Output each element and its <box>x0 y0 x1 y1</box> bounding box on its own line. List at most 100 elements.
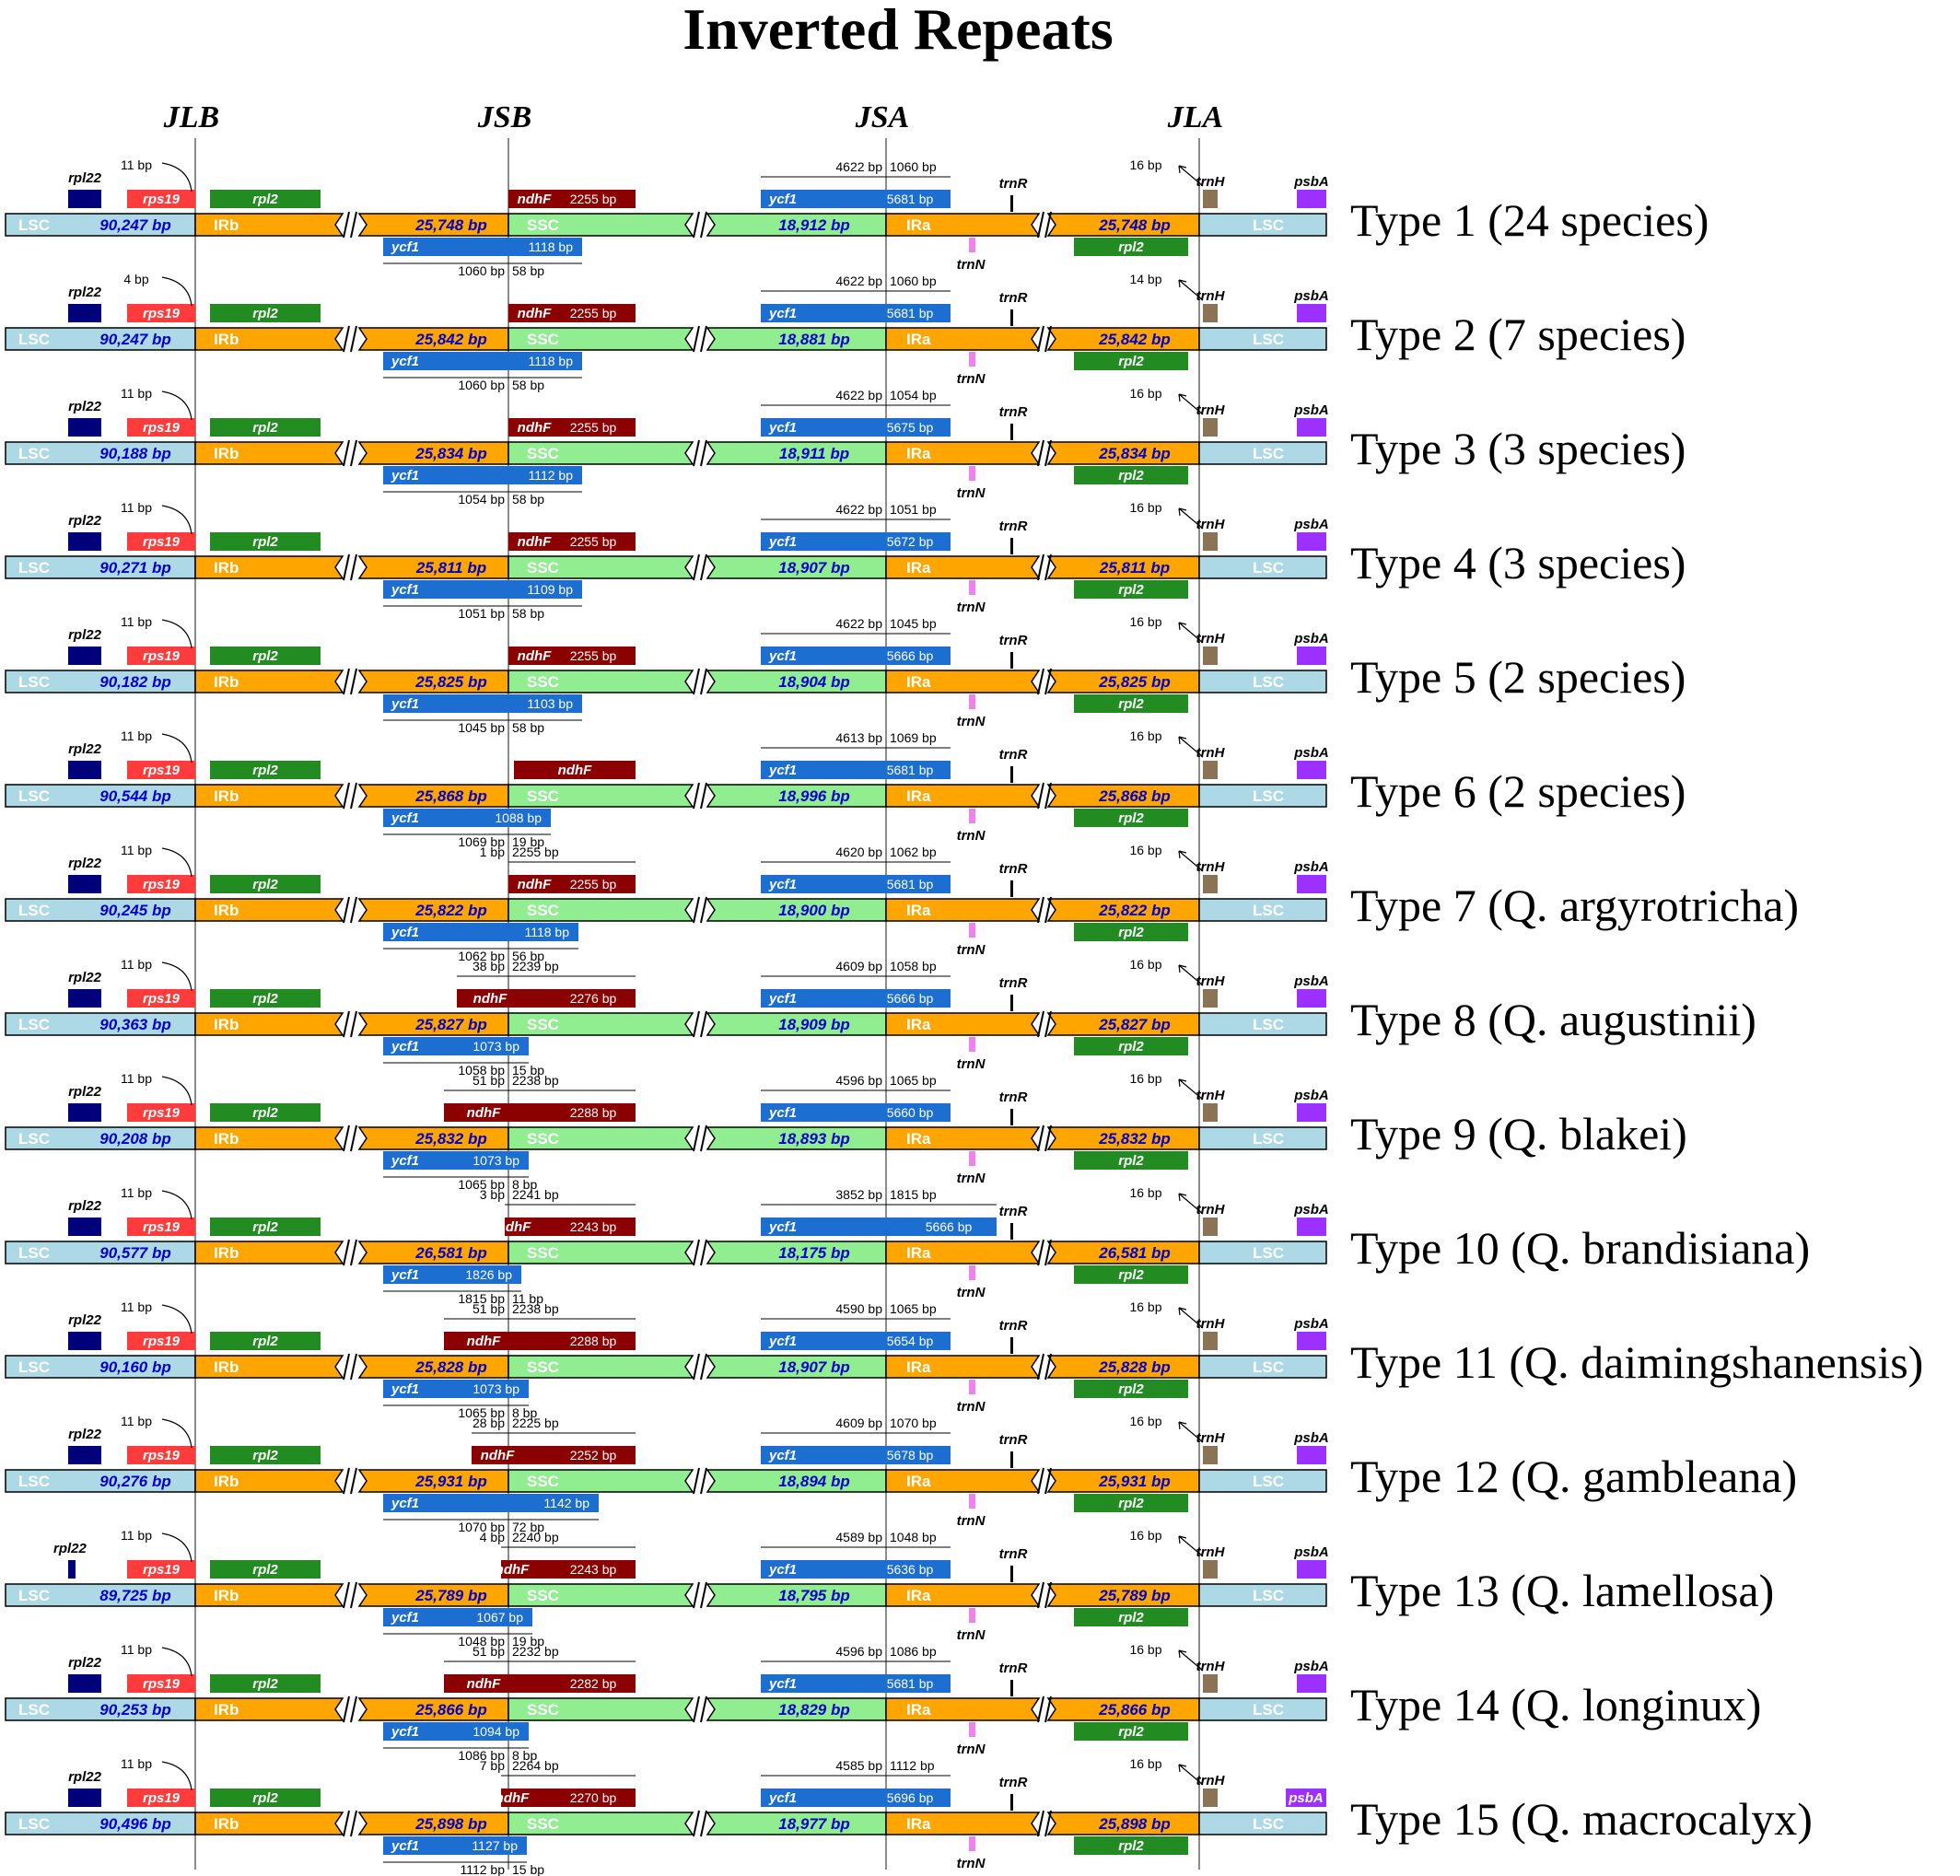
rpl2-gene <box>210 1446 321 1464</box>
ndhF-length-label: 2270 bp <box>570 1790 617 1805</box>
rpl2-label: rpl2 <box>252 1334 278 1349</box>
psbA-label: psbA <box>1293 859 1329 875</box>
ssc-size-label: 18,909 bp <box>778 1016 850 1033</box>
ndhF-split-left: 38 bp <box>472 959 505 973</box>
rpl22-gene <box>68 1332 101 1350</box>
rpl2-ira-gene <box>1074 466 1188 484</box>
ycf1-ira-split-left: 4620 bp <box>835 845 882 859</box>
rpl22-gene <box>68 418 101 437</box>
rpl2-ira-label: rpl2 <box>1118 239 1144 255</box>
trnR-gene <box>1010 1794 1013 1811</box>
rps19-gene <box>127 1560 195 1579</box>
trnH-gap-label: 16 bp <box>1129 843 1161 857</box>
ssc-segment-right <box>706 327 887 351</box>
ycf1-irb-split-left: 1051 bp <box>458 606 505 621</box>
trnN-label: trnN <box>957 828 986 844</box>
trnN-label: trnN <box>957 1742 986 1757</box>
ycf1-ira-length-label: 5681 bp <box>887 763 934 777</box>
rps19-gap-label: 11 bp <box>121 1299 152 1314</box>
ycf1-ira-split-right: 1065 bp <box>890 1301 937 1316</box>
lsc-right-segment <box>1198 1126 1327 1150</box>
ycf1-irb-label: ycf1 <box>391 1724 419 1740</box>
ssc-break-mark <box>693 1239 707 1266</box>
irb-segment-right <box>357 1469 509 1493</box>
trnH-label: trnH <box>1196 517 1226 532</box>
lsc-size-label: 90,253 bp <box>99 1701 171 1719</box>
ndhF-length-label: 2288 bp <box>570 1105 617 1120</box>
lsc-size-label: 90,363 bp <box>99 1016 171 1033</box>
lsc-right-label: LSC <box>1253 1701 1284 1719</box>
trnH-gap-arrow <box>1178 279 1204 301</box>
trnN-label: trnN <box>957 1627 986 1643</box>
ssc-break-mark <box>693 1467 707 1495</box>
ycf1-ira-gene <box>761 875 951 893</box>
ycf1-irb-split-left: 1058 bp <box>458 1063 505 1078</box>
ycf1-irb-split-left: 1060 bp <box>458 263 505 278</box>
ndhF-split-left: 28 bp <box>472 1416 505 1430</box>
ycf1-ira-split-right: 1065 bp <box>890 1073 937 1088</box>
rpl2-label: rpl2 <box>252 1105 278 1121</box>
rpl2-ira-gene <box>1074 1151 1188 1170</box>
ira-segment-right <box>1046 1355 1200 1379</box>
ycf1-irb-gene <box>383 1494 599 1512</box>
irb-size-label: 25,825 bp <box>414 673 487 691</box>
rps19-label: rps19 <box>143 1448 181 1463</box>
irb-size-label: 25,834 bp <box>414 445 487 462</box>
ira-break-mark <box>1037 553 1052 581</box>
ssc-segment-right <box>706 1355 887 1379</box>
ycf1-ira-length-label: 5681 bp <box>887 306 934 320</box>
ycf1-ira-split-right: 1060 bp <box>890 274 937 288</box>
trnH-label: trnH <box>1196 973 1226 989</box>
ssc-label: SSC <box>527 559 559 577</box>
rps19-label: rps19 <box>143 534 181 550</box>
rpl2-ira-gene <box>1074 1836 1188 1855</box>
ira-label: IRa <box>906 559 931 577</box>
ira-segment-left <box>885 213 1041 237</box>
trnR-label: trnR <box>999 1660 1028 1676</box>
ssc-segment-right <box>706 441 887 465</box>
ndhF-length-label: 2255 bp <box>570 420 617 435</box>
trnH-gene <box>1203 761 1218 779</box>
trnH-gap-label: 16 bp <box>1129 1756 1161 1771</box>
ssc-size-label: 18,907 bp <box>778 559 850 577</box>
row-type-2: LSC IRb SSC IRa LSC 90,247 bp 25,842 bp 18,881 … <box>5 272 1686 392</box>
ssc-size-label: 18,900 bp <box>778 902 850 919</box>
ycf1-ira-label: ycf1 <box>768 648 797 664</box>
ira-label: IRa <box>906 673 931 691</box>
psbA-gene <box>1297 532 1326 551</box>
rpl22-gene <box>68 1446 101 1464</box>
trnH-gene <box>1203 304 1218 322</box>
row-type-3: LSC IRb SSC IRa LSC 90,188 bp 25,834 bp 18,911 … <box>5 386 1686 507</box>
ycf1-irb-length-label: 1094 bp <box>472 1724 519 1739</box>
ira-label: IRa <box>906 1815 931 1833</box>
psbA-label: psbA <box>1293 631 1329 647</box>
irb-segment-left <box>194 1812 344 1835</box>
ndhF-label: ndhF <box>481 1448 515 1463</box>
lsc-left-label: LSC <box>18 559 50 577</box>
irb-size-label: 25,842 bp <box>414 331 487 348</box>
ndhF-length-label: 2255 bp <box>570 534 617 549</box>
irb-segment-left <box>194 1012 344 1036</box>
rps19-gap-arrow <box>161 733 192 763</box>
lsc-size-label: 89,725 bp <box>99 1587 171 1604</box>
ycf1-ira-label: ycf1 <box>768 192 797 207</box>
rpl22-label: rpl22 <box>68 1427 102 1442</box>
ycf1-ira-split-right: 1045 bp <box>890 616 937 631</box>
ssc-segment-right <box>706 898 887 922</box>
rpl2-ira-label: rpl2 <box>1118 1153 1144 1169</box>
ira-break-mark <box>1037 1239 1052 1266</box>
trnH-gene <box>1203 1218 1218 1236</box>
row-type-14: LSC IRb SSC IRa LSC 90,253 bp 25,866 bp 18,829 … <box>5 1642 1761 1763</box>
psbA-gene <box>1297 1674 1326 1693</box>
trnN-label: trnN <box>957 485 986 501</box>
ycf1-irb-split-right: 11 bp <box>512 1291 543 1306</box>
rpl2-ira-gene <box>1074 1037 1188 1055</box>
trnN-gene <box>969 580 975 595</box>
trnH-gap-label: 16 bp <box>1129 614 1161 629</box>
rps19-gap-label: 11 bp <box>121 1185 152 1200</box>
trnR-label: trnR <box>999 861 1028 877</box>
ycf1-ira-split-right: 1069 bp <box>890 730 937 745</box>
ndhF-label: ndhF <box>467 1334 501 1349</box>
lsc-size-label: 90,245 bp <box>99 902 171 919</box>
rpl2-gene <box>210 190 321 208</box>
